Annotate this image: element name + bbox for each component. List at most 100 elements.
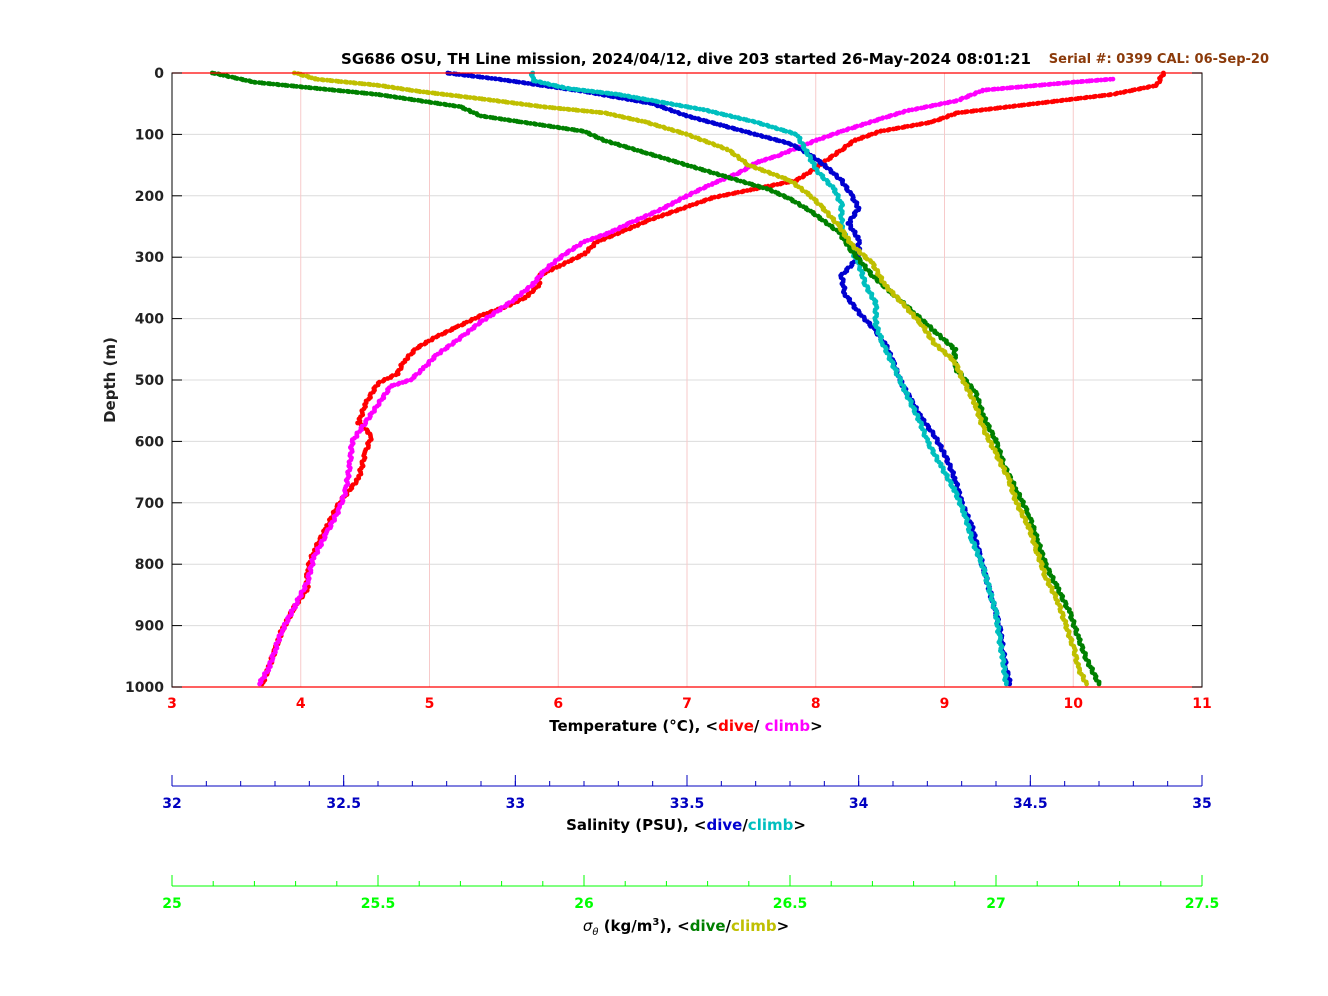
data-point <box>458 94 464 99</box>
data-point <box>636 95 642 101</box>
data-point <box>567 86 573 92</box>
data-point <box>849 125 855 131</box>
data-point <box>664 100 670 106</box>
data-point <box>528 103 534 108</box>
data-point <box>892 112 898 118</box>
data-point <box>467 318 473 324</box>
data-point <box>913 106 919 112</box>
data-point <box>480 74 485 80</box>
data-point <box>864 133 870 139</box>
data-point <box>1112 91 1118 97</box>
density-tick-label: 26 <box>574 896 593 912</box>
data-point <box>1073 96 1079 102</box>
temperature-axis-ticks: 3 4 5 6 7 8 9 10 11 <box>167 696 1212 712</box>
data-point <box>1084 78 1090 84</box>
data-point <box>730 191 736 197</box>
data-point <box>462 72 468 78</box>
data-point <box>370 91 375 97</box>
data-point <box>473 95 478 101</box>
data-point <box>735 171 740 177</box>
data-point <box>380 378 386 384</box>
data-point <box>928 103 933 109</box>
data-point <box>640 220 646 226</box>
data-point <box>958 97 963 103</box>
data-point <box>555 84 561 89</box>
y-tick-label: 500 <box>135 373 164 389</box>
data-point <box>600 90 605 96</box>
data-point <box>774 126 780 132</box>
data-point <box>716 172 722 178</box>
salinity-axis: 32 32.5 33 33.5 34 34.5 35 <box>162 775 1212 812</box>
data-point <box>386 84 391 90</box>
data-point <box>514 101 520 106</box>
temp-label-prefix: Temperature (°C), < <box>549 717 718 735</box>
data-point <box>1025 102 1031 107</box>
data-point <box>737 116 743 122</box>
data-point <box>761 122 766 127</box>
dens-label-sub: θ <box>592 927 598 938</box>
data-point <box>371 82 377 88</box>
y-tick-label: 400 <box>135 312 164 328</box>
data-point <box>657 124 663 129</box>
data-point <box>533 121 539 127</box>
temperature-tick-label: 6 <box>553 696 563 712</box>
data-point <box>679 130 685 136</box>
data-point <box>655 208 661 214</box>
data-point <box>702 168 708 174</box>
data-point <box>402 96 408 102</box>
y-tick-label: 600 <box>135 434 164 450</box>
data-point <box>677 111 683 117</box>
temp-label-suffix: > <box>810 717 823 735</box>
data-point <box>693 189 698 195</box>
data-point <box>519 119 524 125</box>
data-point <box>315 77 321 82</box>
data-point <box>234 76 240 81</box>
data-point <box>317 86 323 92</box>
data-point <box>542 123 548 128</box>
data-point <box>419 98 425 104</box>
data-point <box>1001 105 1007 110</box>
data-point <box>627 226 632 232</box>
data-point <box>647 212 653 218</box>
data-point <box>338 79 344 85</box>
temperature-tick-label: 3 <box>167 696 177 712</box>
data-point <box>983 107 989 112</box>
data-point <box>1003 681 1009 687</box>
data-point <box>776 174 781 180</box>
sal-label-prefix: Salinity (PSU), < <box>566 816 706 834</box>
data-point <box>459 322 465 328</box>
data-point <box>270 81 276 87</box>
data-point <box>528 121 533 126</box>
data-point <box>645 97 651 103</box>
data-point <box>520 101 525 107</box>
data-point <box>609 140 614 146</box>
data-point <box>873 131 878 136</box>
data-point <box>1016 103 1022 108</box>
data-point <box>688 105 694 110</box>
density-axis: 25 25.5 26 26.5 27 27.5 <box>162 875 1219 912</box>
data-point <box>533 78 539 84</box>
data-point <box>1084 681 1089 687</box>
data-point <box>684 132 689 137</box>
data-point <box>353 80 358 86</box>
data-point <box>364 91 370 96</box>
data-point <box>588 132 593 138</box>
data-point <box>633 218 639 224</box>
data-point <box>613 113 619 119</box>
density-axis-label: σθ (kg/m3), <dive/climb> <box>583 917 789 938</box>
density-tick-label: 27 <box>986 896 1005 912</box>
data-point <box>729 176 734 182</box>
data-point <box>918 105 924 111</box>
data-point <box>516 79 522 85</box>
data-point <box>707 196 712 202</box>
data-point <box>547 82 552 87</box>
temperature-tick-label: 7 <box>682 696 692 712</box>
data-point <box>777 192 783 198</box>
data-point <box>575 108 581 113</box>
data-point <box>1102 77 1107 83</box>
data-point <box>760 185 766 191</box>
data-point <box>813 138 819 143</box>
data-point <box>983 87 989 93</box>
data-point <box>648 121 654 127</box>
